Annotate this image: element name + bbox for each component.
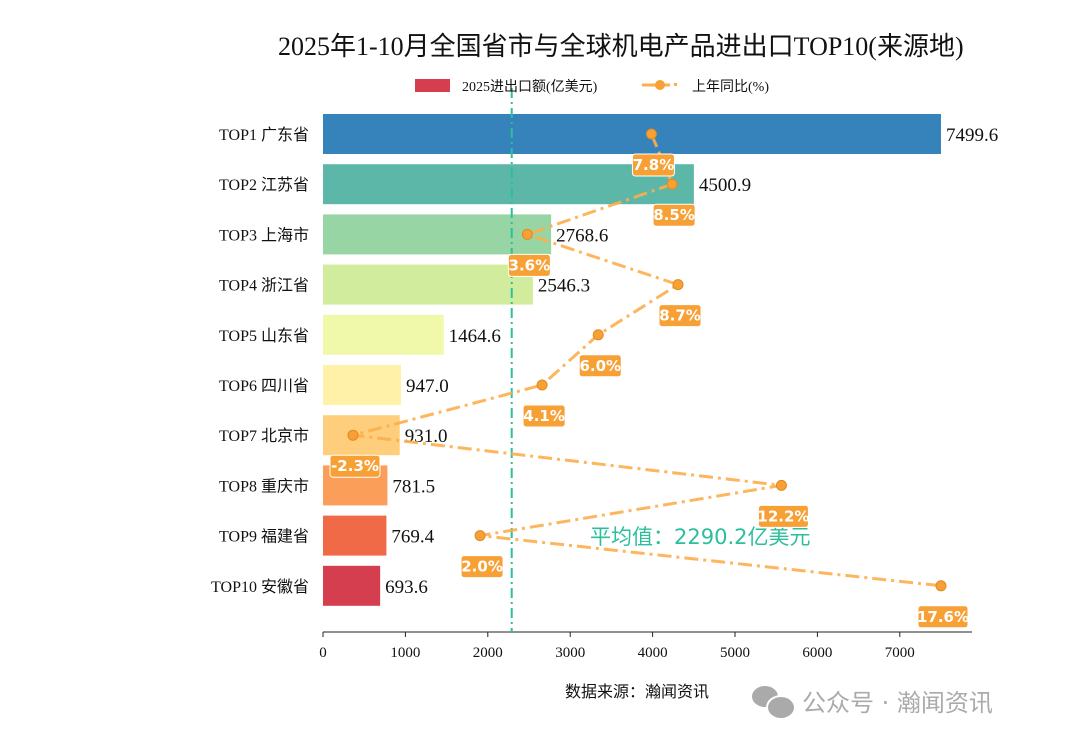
legend-bar-label: 2025进出口额(亿美元) [462, 79, 598, 95]
yoy-label-box [757, 504, 809, 528]
yoy-label: 8.7% [659, 307, 701, 325]
bar-value-label: 769.4 [391, 527, 434, 548]
yoy-point [666, 178, 678, 190]
yoy-label-box [578, 354, 622, 378]
bar-value-label: 7499.6 [946, 125, 998, 146]
yoy-point [536, 379, 548, 391]
x-tick-label: 5000 [720, 645, 750, 661]
legend-line-label: 上年同比(%) [692, 79, 769, 95]
average-label: 平均值：2290.2亿美元 [590, 525, 810, 549]
x-tick-label: 0 [319, 645, 327, 661]
bar-value-label: 693.6 [385, 577, 428, 598]
category-label: TOP4 浙江省 [219, 277, 309, 295]
bar-value-label: 947.0 [406, 376, 449, 397]
bar [323, 214, 552, 255]
category-label: TOP9 福建省 [219, 528, 309, 546]
yoy-line [352, 133, 942, 588]
bar-value-label: 781.5 [392, 476, 435, 497]
x-tick-label: 4000 [638, 645, 668, 661]
legend-bar-swatch [415, 79, 450, 92]
category-label: TOP3 上海市 [219, 226, 309, 244]
x-tick-label: 3000 [555, 645, 585, 661]
yoy-label: 4.1% [523, 407, 565, 425]
yoy-label-box [329, 454, 381, 478]
yoy-point [474, 530, 486, 542]
watermark: 公众号 · 瀚闻资讯 [752, 683, 993, 720]
chart-title: 2025年1-10月全国省市与全球机电产品进出口TOP10(来源地) [278, 32, 964, 61]
category-label: TOP8 重庆市 [219, 477, 309, 495]
yoy-label: 12.2% [757, 507, 809, 525]
wechat-icon [752, 685, 796, 720]
yoy-point [775, 479, 787, 491]
bar [323, 365, 402, 405]
x-tick-label: 7000 [885, 645, 915, 661]
x-tick-label: 2000 [473, 645, 503, 661]
bar [323, 565, 381, 606]
yoy-label: 7.8% [633, 156, 675, 174]
yoy-label-box [917, 605, 969, 629]
category-label: TOP1 广东省 [219, 126, 309, 144]
yoy-label-box [631, 153, 675, 177]
yoy-label: 6.0% [579, 357, 621, 375]
category-label: TOP2 江苏省 [219, 176, 309, 194]
yoy-label-box [658, 304, 702, 328]
yoy-label-box [522, 404, 566, 428]
yoy-point [645, 128, 657, 140]
yoy-point [347, 429, 359, 441]
category-label: TOP7 北京市 [219, 427, 309, 445]
yoy-label: 2.0% [461, 558, 503, 576]
yoy-point [521, 228, 533, 240]
bar [323, 314, 444, 355]
watermark-text: 公众号 · 瀚闻资讯 [802, 689, 993, 717]
yoy-label-box [652, 203, 696, 227]
category-label: TOP10 安徽省 [211, 578, 309, 596]
bar [323, 515, 387, 556]
bar-value-label: 1464.6 [449, 326, 501, 347]
bar-value-label: 4500.9 [699, 175, 751, 196]
yoy-label: 3.6% [509, 256, 551, 274]
bar [323, 114, 941, 154]
yoy-label-box [460, 555, 504, 579]
yoy-point [592, 329, 604, 341]
yoy-label-box [507, 253, 551, 277]
category-label: TOP5 山东省 [219, 327, 309, 345]
yoy-label: 17.6% [917, 608, 969, 626]
x-tick-label: 1000 [390, 645, 420, 661]
bar-value-label: 2546.3 [538, 276, 590, 297]
category-label: TOP6 四川省 [219, 377, 309, 395]
yoy-point [672, 279, 684, 291]
source-note: 数据来源：瀚闻资讯 [565, 684, 710, 701]
bar-value-label: 2768.6 [556, 225, 608, 246]
legend-line-dot [674, 83, 677, 86]
yoy-point [935, 580, 947, 592]
bar [323, 264, 533, 305]
legend-line-marker [655, 80, 665, 90]
x-tick-label: 6000 [802, 645, 832, 661]
yoy-label: -2.3% [331, 457, 379, 475]
yoy-label: 8.5% [653, 206, 695, 224]
